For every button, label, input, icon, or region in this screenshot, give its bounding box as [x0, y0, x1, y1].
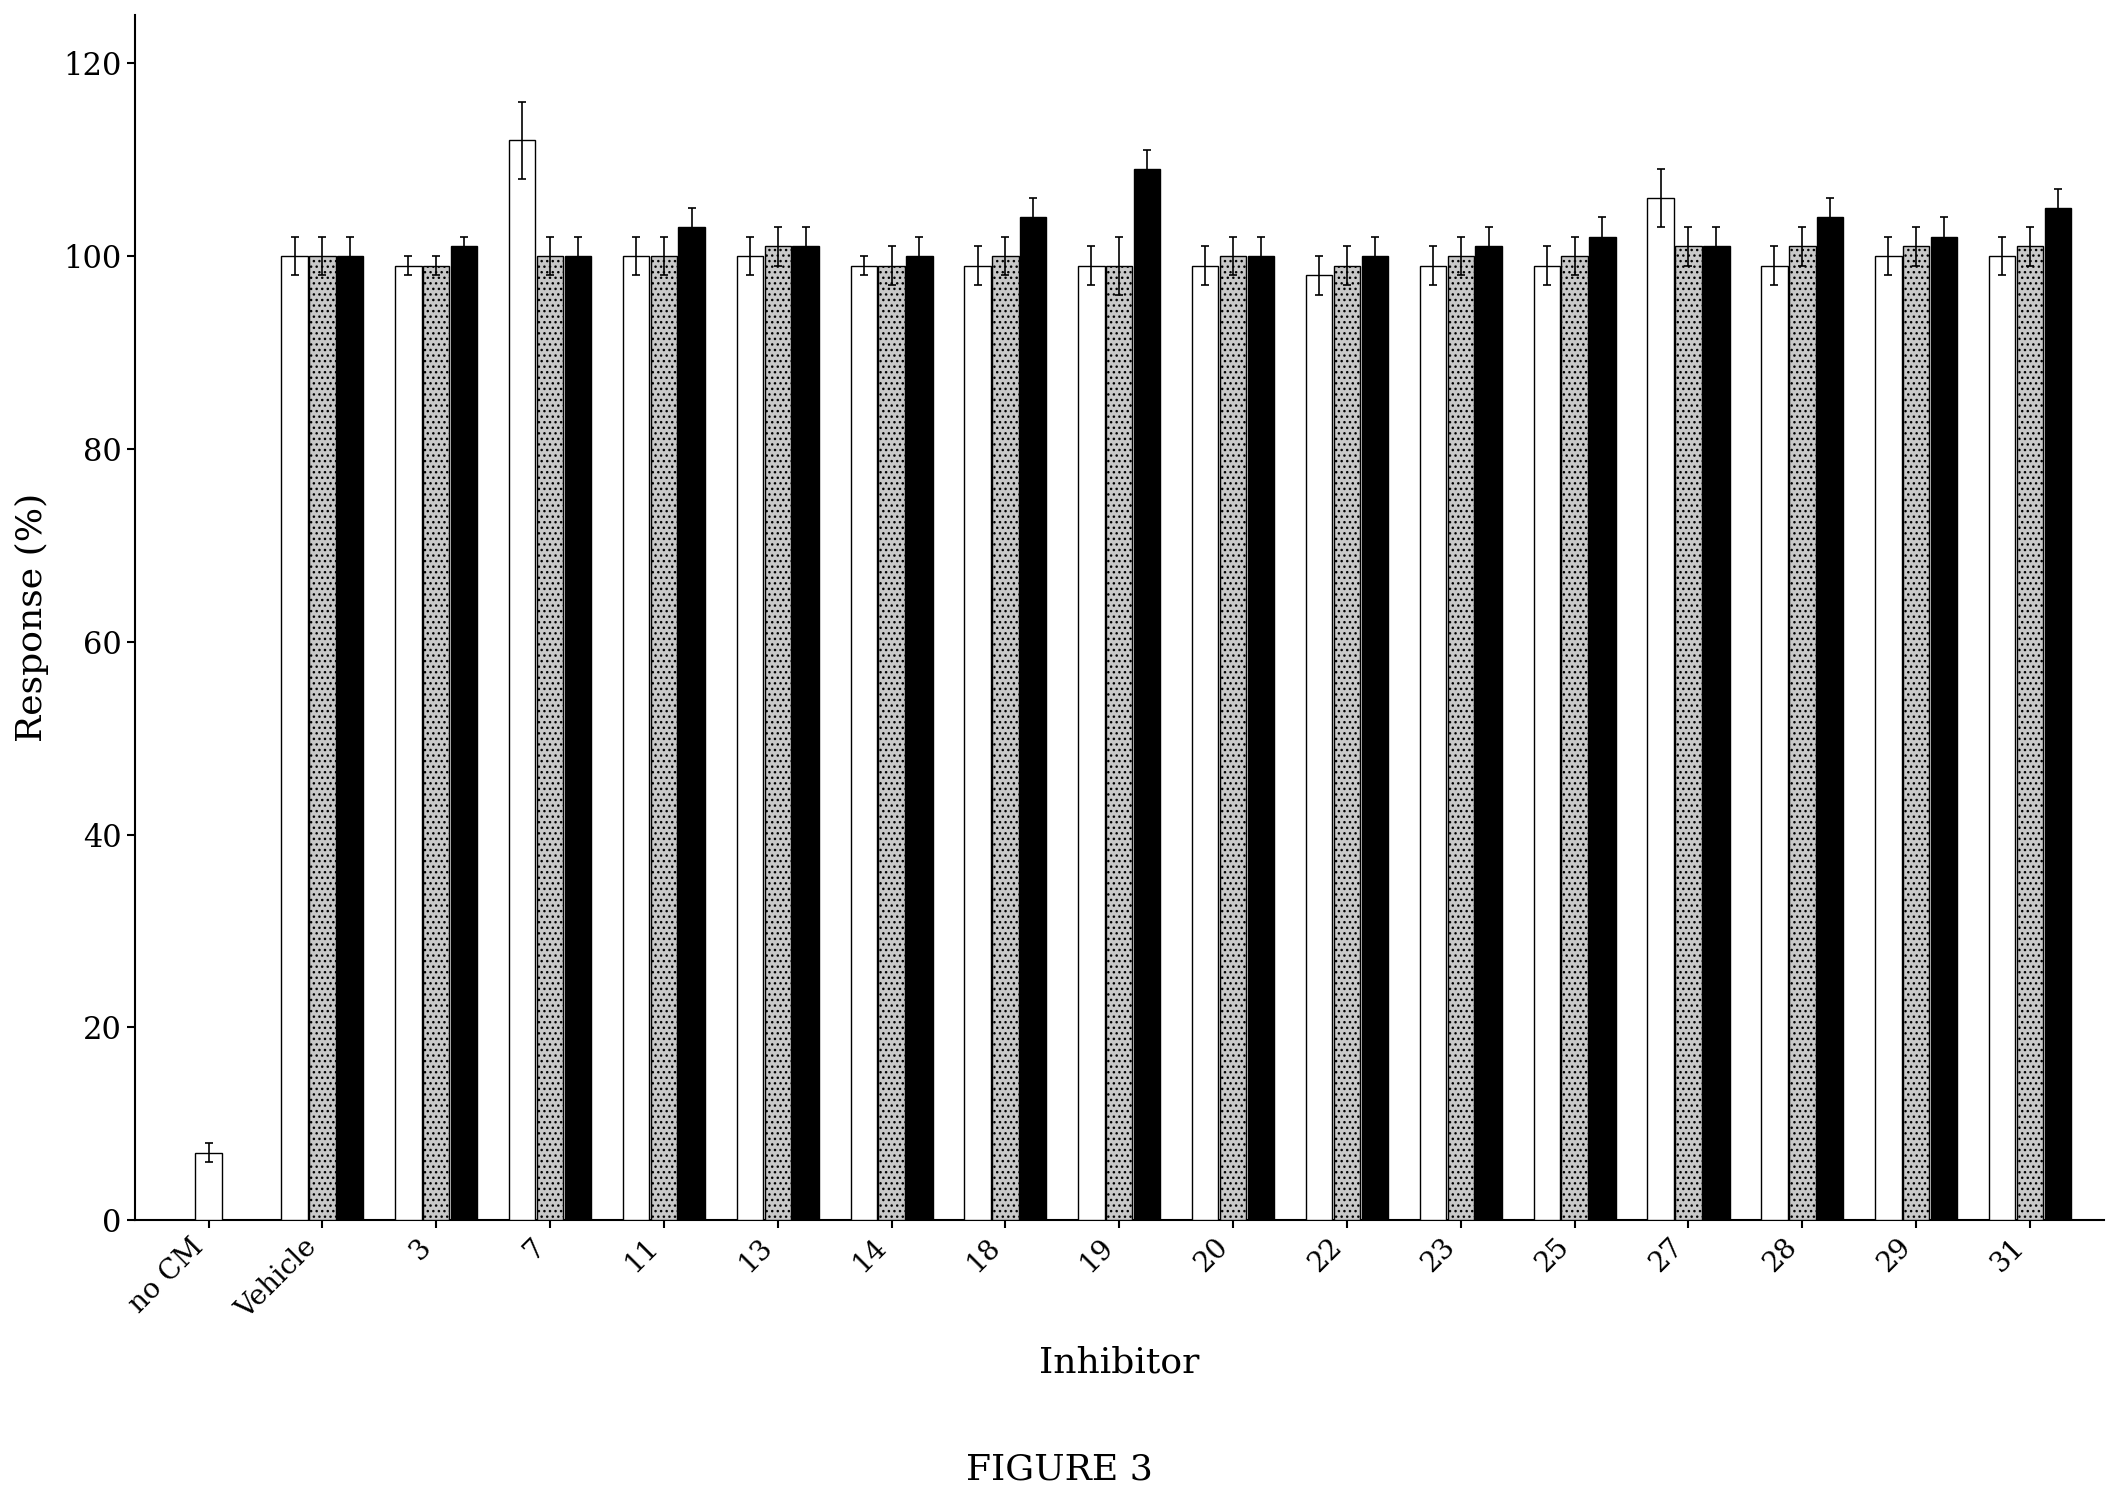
Bar — [2045, 208, 2070, 1220]
Bar — [737, 256, 763, 1220]
Bar — [282, 256, 307, 1220]
Bar — [651, 256, 678, 1220]
Bar — [309, 256, 335, 1220]
Bar — [1903, 246, 1930, 1220]
Bar — [1193, 265, 1218, 1220]
X-axis label: Inhibitor: Inhibitor — [1038, 1345, 1199, 1379]
Bar — [1816, 217, 1844, 1220]
Bar — [964, 265, 992, 1220]
Bar — [1106, 265, 1132, 1220]
Bar — [1875, 256, 1901, 1220]
Bar — [1363, 256, 1388, 1220]
Bar — [394, 265, 422, 1220]
Bar — [1534, 265, 1560, 1220]
Bar — [678, 228, 706, 1220]
Bar — [992, 256, 1019, 1220]
Bar — [451, 246, 477, 1220]
Bar — [623, 256, 648, 1220]
Bar — [1420, 265, 1445, 1220]
Bar — [1589, 237, 1615, 1220]
Bar — [1562, 256, 1587, 1220]
Bar — [2017, 246, 2043, 1220]
Bar — [1019, 217, 1047, 1220]
Bar — [195, 1153, 222, 1220]
Bar — [1704, 246, 1729, 1220]
Bar — [850, 265, 877, 1220]
Bar — [509, 141, 536, 1220]
Bar — [907, 256, 932, 1220]
Bar — [1646, 198, 1674, 1220]
Bar — [879, 265, 905, 1220]
Bar — [1248, 256, 1274, 1220]
Bar — [1475, 246, 1502, 1220]
Bar — [1676, 246, 1702, 1220]
Bar — [564, 256, 591, 1220]
Bar — [1079, 265, 1104, 1220]
Y-axis label: Response (%): Response (%) — [15, 493, 49, 742]
Bar — [793, 246, 818, 1220]
Bar — [1221, 256, 1246, 1220]
Bar — [1134, 169, 1161, 1220]
Bar — [765, 246, 790, 1220]
Bar — [536, 256, 564, 1220]
Bar — [1761, 265, 1788, 1220]
Bar — [424, 265, 449, 1220]
Bar — [337, 256, 362, 1220]
Bar — [1990, 256, 2015, 1220]
Bar — [1930, 237, 1958, 1220]
Bar — [1333, 265, 1360, 1220]
Bar — [1447, 256, 1475, 1220]
Text: FIGURE 3: FIGURE 3 — [966, 1453, 1153, 1486]
Bar — [1305, 276, 1333, 1220]
Bar — [1788, 246, 1816, 1220]
